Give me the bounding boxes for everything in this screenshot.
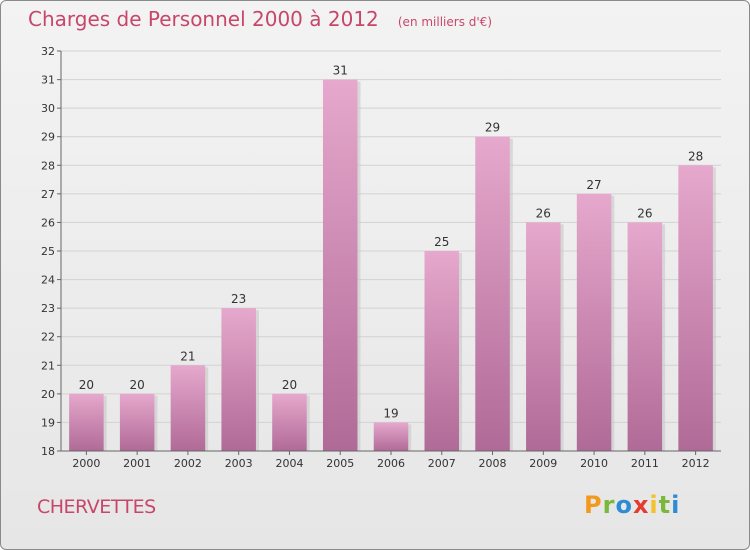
x-axis: 2000 2001 2002 2003 2004 2005 2006 2007 2008 2009… <box>61 450 721 470</box>
bar <box>424 251 460 451</box>
y-tick-label: 27 <box>41 188 55 201</box>
data-label: 27 <box>586 178 601 192</box>
data-label: 26 <box>536 206 551 220</box>
bar <box>322 79 358 452</box>
x-tick-label: 2002 <box>174 457 202 470</box>
y-tick-label: 28 <box>41 159 55 172</box>
logo-letter: i <box>671 491 681 519</box>
x-tick-label: 2001 <box>123 457 151 470</box>
y-tick-label: 24 <box>41 274 55 287</box>
data-label: 20 <box>130 378 145 392</box>
data-label: 19 <box>383 406 398 420</box>
x-tick-label: 2010 <box>580 457 608 470</box>
x-tick-label: 2004 <box>275 457 303 470</box>
logo-letter: o <box>615 491 633 519</box>
x-tick-label: 2005 <box>326 457 354 470</box>
y-tick-label: 25 <box>41 245 55 258</box>
x-tick-label: 2008 <box>479 457 507 470</box>
bar <box>526 222 561 451</box>
bar <box>119 393 155 451</box>
x-tick-label: 2009 <box>529 457 557 470</box>
y-tick-label: 32 <box>41 45 55 58</box>
data-label: 26 <box>637 206 652 220</box>
x-tick-label: 2003 <box>225 457 253 470</box>
y-tick-label: 21 <box>41 359 55 372</box>
bar <box>373 422 409 451</box>
data-labels: 20 20 21 23 20 31 19 25 29 26 27 26 28 <box>79 64 704 421</box>
y-tick-label: 31 <box>41 74 55 87</box>
x-tick-label: 2011 <box>631 457 659 470</box>
y-tick-label: 18 <box>41 445 55 458</box>
bar <box>221 308 256 451</box>
logo-letter: r <box>602 491 616 519</box>
chart-subtitle: (en milliers d'€) <box>397 15 492 29</box>
logo-letter: i <box>649 491 659 519</box>
bar <box>272 393 307 451</box>
bar <box>170 365 206 451</box>
commune-name: CHERVETTES <box>37 496 156 518</box>
x-tick-label: 2006 <box>377 457 405 470</box>
y-tick-label: 19 <box>41 416 55 429</box>
logo-letter: t <box>658 491 672 519</box>
data-label: 25 <box>434 235 449 249</box>
logo-letter: P <box>584 491 603 519</box>
grid-lines <box>61 50 721 452</box>
bar <box>627 222 663 451</box>
chart-title: Charges de Personnel 2000 à 2012 <box>28 7 379 31</box>
data-label: 28 <box>688 149 703 163</box>
data-label: 29 <box>485 121 500 135</box>
bar <box>576 193 612 451</box>
x-tick-label: 2007 <box>428 457 456 470</box>
x-tick-label: 2012 <box>682 457 710 470</box>
title-row: Charges de Personnel 2000 à 2012 (en mil… <box>28 7 492 31</box>
logo-letter: x <box>632 491 650 519</box>
y-axis: 18 19 20 21 22 23 24 25 26 27 28 29 30 31 32 <box>41 45 62 458</box>
bar <box>678 165 713 452</box>
bar <box>475 136 510 451</box>
bars <box>69 79 716 452</box>
bar <box>69 393 104 451</box>
proxiti-logo[interactable]: Proxiti <box>584 491 680 519</box>
data-label: 20 <box>79 378 94 392</box>
data-label: 21 <box>180 349 195 363</box>
y-tick-label: 26 <box>41 216 55 229</box>
y-tick-label: 22 <box>41 331 55 344</box>
y-tick-label: 29 <box>41 131 55 144</box>
y-tick-label: 23 <box>41 302 55 315</box>
data-label: 23 <box>231 292 246 306</box>
y-tick-label: 20 <box>41 388 55 401</box>
data-label: 31 <box>333 64 348 78</box>
x-tick-label: 2000 <box>72 457 100 470</box>
y-tick-label: 30 <box>41 102 55 115</box>
data-label: 20 <box>282 378 297 392</box>
